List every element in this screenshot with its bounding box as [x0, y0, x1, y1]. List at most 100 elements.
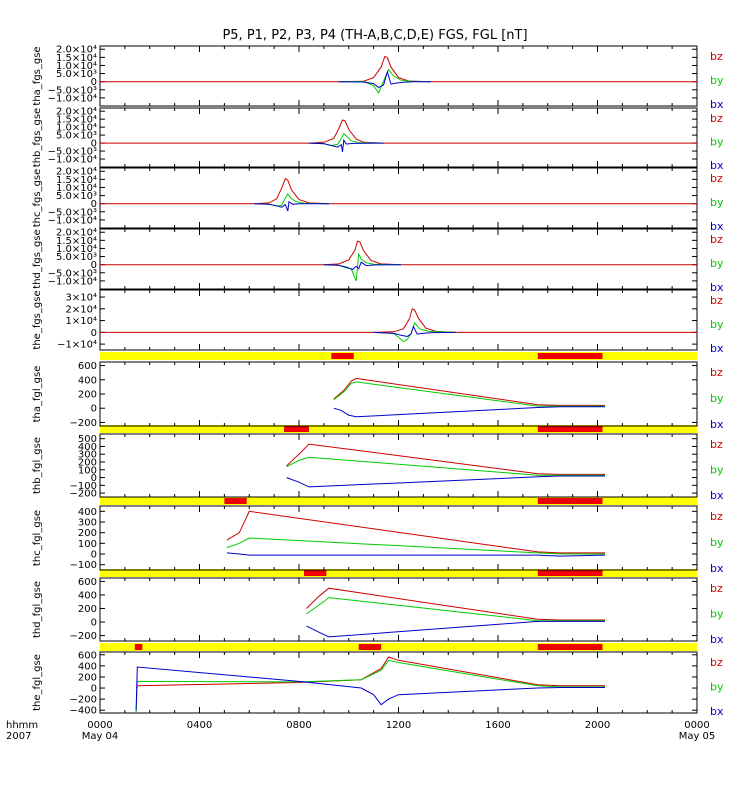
legend-entry-by: by [710, 464, 724, 477]
legend-entry-bz: bz [710, 510, 723, 523]
status-bar-segment [537, 498, 603, 504]
legend-entry-bx: bx [710, 418, 724, 431]
legend-entry-bz: bz [710, 50, 723, 63]
series-line-by [135, 659, 605, 714]
y-tick-label: 2.0×10⁴ [56, 228, 97, 239]
x-tick-label: 1200 [386, 720, 411, 731]
y-tick-label: 1.5×10⁴ [56, 53, 97, 64]
y-tick-label: 200 [78, 672, 97, 683]
y-tick-label: 400 [78, 507, 97, 518]
y-tick-label: 2.0×10⁴ [56, 167, 97, 178]
y-tick-label: 0 [91, 199, 97, 210]
panel-frame [99, 167, 698, 229]
legend-entry-bz: bz [710, 438, 723, 451]
series-line-bx [286, 475, 605, 488]
x-tick-label: 0000 [87, 720, 112, 731]
series-line-bz [100, 240, 697, 266]
y-tick-label: −1×10⁴ [57, 340, 97, 351]
panel-frame [99, 433, 698, 498]
y-tick-label: 5.0×10³ [56, 131, 97, 142]
series-line-bx [323, 261, 402, 271]
y-tick-label: 400 [78, 590, 97, 601]
series-line-by [333, 381, 605, 407]
x-date-label: May 05 [679, 731, 716, 742]
panel-frame [99, 107, 698, 168]
series-line-bx [306, 620, 605, 638]
series-line-bx [338, 70, 431, 88]
legend-entry-by: by [710, 392, 724, 405]
y-tick-label: 2.0×10⁴ [56, 107, 97, 118]
y-tick-label: 0 [91, 473, 97, 484]
y-axis-label: thd_fgl_gse [32, 581, 43, 638]
y-tick-label: 1×10⁴ [66, 316, 97, 327]
legend-entry-bz: bz [710, 294, 723, 307]
y-tick-label: −5.0×10³ [48, 207, 97, 218]
panel-frame [99, 505, 698, 571]
status-bar-segment [537, 426, 603, 432]
series-line-bx [254, 200, 329, 212]
series-line-by [373, 321, 456, 343]
legend-entry-by: by [710, 681, 724, 694]
legend-entry-bz: bz [710, 656, 723, 669]
chart-title: P5, P1, P2, P3, P4 (TH-A,B,C,D,E) FGS, F… [222, 28, 528, 43]
y-tick-label: −5.0×10³ [48, 147, 97, 158]
y-axis-label: thb_fgl_gse [32, 437, 43, 494]
y-tick-label: 100 [78, 539, 97, 550]
status-bar [100, 425, 697, 433]
y-tick-label: 400 [78, 661, 97, 672]
y-tick-label: −400 [70, 706, 97, 717]
status-bar [100, 569, 697, 577]
y-tick-label: 400 [78, 442, 97, 453]
panel-frame [99, 45, 698, 107]
status-bar-segment [537, 353, 603, 359]
y-tick-label: −5.0×10³ [48, 85, 97, 96]
legend-entry-by: by [710, 257, 724, 270]
x-tick-label: 0400 [187, 720, 212, 731]
series-line-bz [100, 308, 697, 333]
legend-entry-bz: bz [710, 366, 723, 379]
y-tick-label: 200 [78, 528, 97, 539]
legend-entry-bx: bx [710, 220, 724, 233]
y-tick-label: 600 [78, 650, 97, 661]
y-tick-label: 200 [78, 390, 97, 401]
y-tick-label: 300 [78, 450, 97, 461]
y-tick-label: 1.0×10⁴ [56, 123, 97, 134]
y-tick-label: −100 [70, 560, 97, 571]
status-bar-segment [331, 353, 354, 359]
legend-entry-by: by [710, 608, 724, 621]
y-tick-label: 5.0×10³ [56, 191, 97, 202]
y-tick-label: 1.5×10⁴ [56, 115, 97, 126]
status-bar [100, 643, 697, 651]
legend-entry-by: by [710, 318, 724, 331]
y-tick-label: −1.0×10⁴ [48, 155, 97, 166]
series-line-bz [100, 177, 697, 205]
legend-entry-by: by [710, 74, 724, 87]
legend-entry-bz: bz [710, 233, 723, 246]
status-bar [100, 352, 697, 360]
series-line-bx [373, 325, 456, 338]
series-line-bx [333, 406, 605, 418]
series-line-bx [226, 552, 606, 557]
y-tick-label: 0 [91, 404, 97, 415]
series-line-bz [100, 119, 697, 144]
y-tick-label: 300 [78, 518, 97, 529]
series-line-by [323, 252, 402, 282]
status-bar [100, 497, 697, 505]
panel-frame [99, 361, 698, 427]
legend-entry-bx: bx [710, 633, 724, 646]
y-tick-label: 600 [78, 577, 97, 588]
y-tick-label: −200 [70, 695, 97, 706]
series-line-by [226, 537, 605, 555]
status-bar-segment [358, 644, 382, 650]
x-date-label: May 04 [82, 731, 119, 742]
y-tick-label: −200 [70, 631, 97, 642]
y-tick-label: 5.0×10³ [56, 69, 97, 80]
x-tick-label: 0800 [286, 720, 311, 731]
y-tick-label: 3×10⁴ [66, 293, 97, 304]
y-axis-label: thb_fgs_gse [32, 108, 43, 167]
status-bar-segment [224, 498, 247, 504]
y-axis-label: thc_fgs_gse [32, 169, 43, 228]
y-tick-label: −200 [70, 489, 97, 500]
legend-entry-bz: bz [710, 112, 723, 125]
